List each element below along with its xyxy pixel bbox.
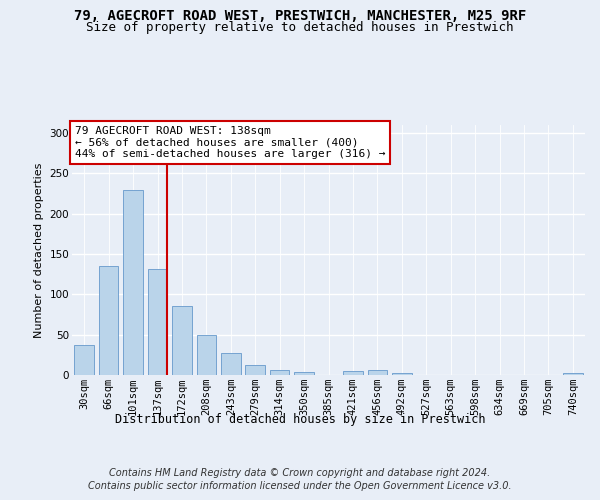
Bar [221,353,241,375]
Bar [99,266,118,375]
Text: Distribution of detached houses by size in Prestwich: Distribution of detached houses by size … [115,412,485,426]
Bar [124,190,143,375]
Bar [245,366,265,375]
Text: Contains HM Land Registry data © Crown copyright and database right 2024.: Contains HM Land Registry data © Crown c… [109,468,491,477]
Bar [392,372,412,375]
Bar [270,370,289,375]
Bar [343,371,362,375]
Text: Size of property relative to detached houses in Prestwich: Size of property relative to detached ho… [86,22,514,35]
Bar [294,372,314,375]
Bar [563,372,583,375]
Text: Contains public sector information licensed under the Open Government Licence v3: Contains public sector information licen… [88,481,512,491]
Bar [74,345,94,375]
Text: 79, AGECROFT ROAD WEST, PRESTWICH, MANCHESTER, M25 9RF: 79, AGECROFT ROAD WEST, PRESTWICH, MANCH… [74,9,526,23]
Bar [368,370,387,375]
Text: 79 AGECROFT ROAD WEST: 138sqm
← 56% of detached houses are smaller (400)
44% of : 79 AGECROFT ROAD WEST: 138sqm ← 56% of d… [74,126,385,160]
Bar [172,306,192,375]
Bar [197,334,216,375]
Y-axis label: Number of detached properties: Number of detached properties [34,162,44,338]
Bar [148,268,167,375]
